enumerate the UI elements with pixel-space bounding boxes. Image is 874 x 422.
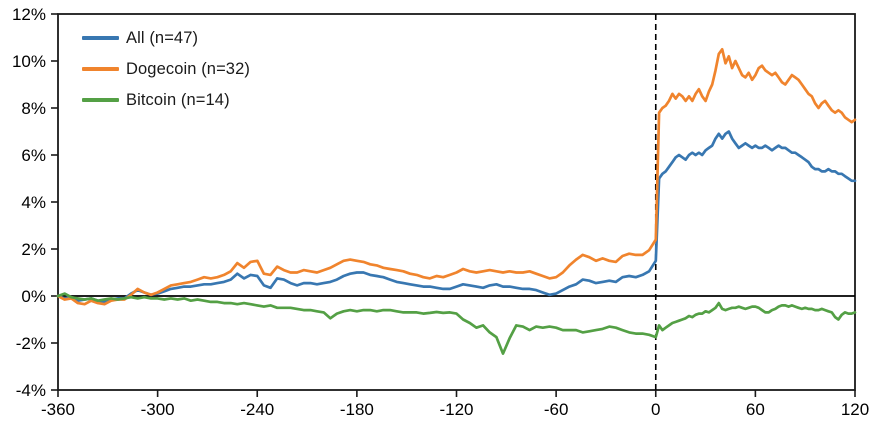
y-axis-label: 10% [12, 52, 46, 71]
y-axis-label: 12% [12, 5, 46, 24]
x-axis-label: -240 [240, 400, 274, 419]
legend-item-dogecoin: Dogecoin (n=32) [82, 59, 250, 79]
legend-item-bitcoin: Bitcoin (n=14) [82, 90, 250, 110]
legend-swatch-bitcoin [82, 98, 119, 102]
y-axis-label: -4% [16, 381, 46, 400]
legend: All (n=47) Dogecoin (n=32) Bitcoin (n=14… [82, 28, 250, 110]
x-axis-label: 60 [746, 400, 765, 419]
y-axis-label: -2% [16, 334, 46, 353]
x-axis-label: -180 [340, 400, 374, 419]
legend-swatch-dogecoin [82, 67, 119, 71]
legend-label-bitcoin: Bitcoin (n=14) [126, 90, 230, 109]
x-axis-label: -300 [141, 400, 175, 419]
series-line-bitcoin [56, 292, 857, 355]
y-axis-label: 2% [21, 240, 46, 259]
series-line-dogecoin [56, 47, 857, 306]
y-axis-label: 4% [21, 193, 46, 212]
y-axis-label: 0% [21, 287, 46, 306]
legend-label-dogecoin: Dogecoin (n=32) [126, 59, 250, 78]
y-axis-label: 8% [21, 99, 46, 118]
y-axis-label: 6% [21, 146, 46, 165]
legend-item-all: All (n=47) [82, 28, 250, 48]
x-axis-label: -120 [439, 400, 473, 419]
x-axis-label: 120 [841, 400, 869, 419]
x-axis-label: -360 [41, 400, 75, 419]
x-axis-label: -60 [544, 400, 569, 419]
x-axis-label: 0 [651, 400, 660, 419]
series-line-all [56, 130, 857, 304]
legend-swatch-all [82, 36, 119, 40]
legend-label-all: All (n=47) [126, 28, 199, 47]
